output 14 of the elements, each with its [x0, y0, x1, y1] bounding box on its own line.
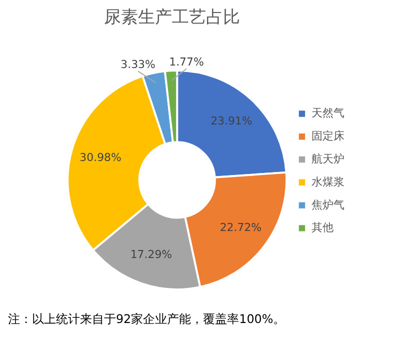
data-label: 23.91% [210, 114, 252, 128]
legend-label: 水煤浆 [311, 175, 344, 188]
text: 注：以上统计来自于92家企业产能，覆盖率100%。 [8, 312, 286, 326]
chart-title: 尿素生产工艺占比 [104, 6, 240, 27]
legend-label: 其他 [311, 221, 334, 234]
data-label: 1.77% [169, 56, 204, 69]
data-label: 17.29% [130, 248, 172, 262]
legend-label: 焦炉气 [311, 198, 344, 212]
legend-label: 天然气 [311, 106, 344, 120]
data-label: 3.33% [120, 58, 156, 72]
legend-label: 固定床 [311, 130, 344, 143]
data-label: 22.72% [220, 220, 262, 234]
data-label: 30.98% [80, 151, 122, 164]
legend-label: 航天炉 [311, 152, 344, 166]
